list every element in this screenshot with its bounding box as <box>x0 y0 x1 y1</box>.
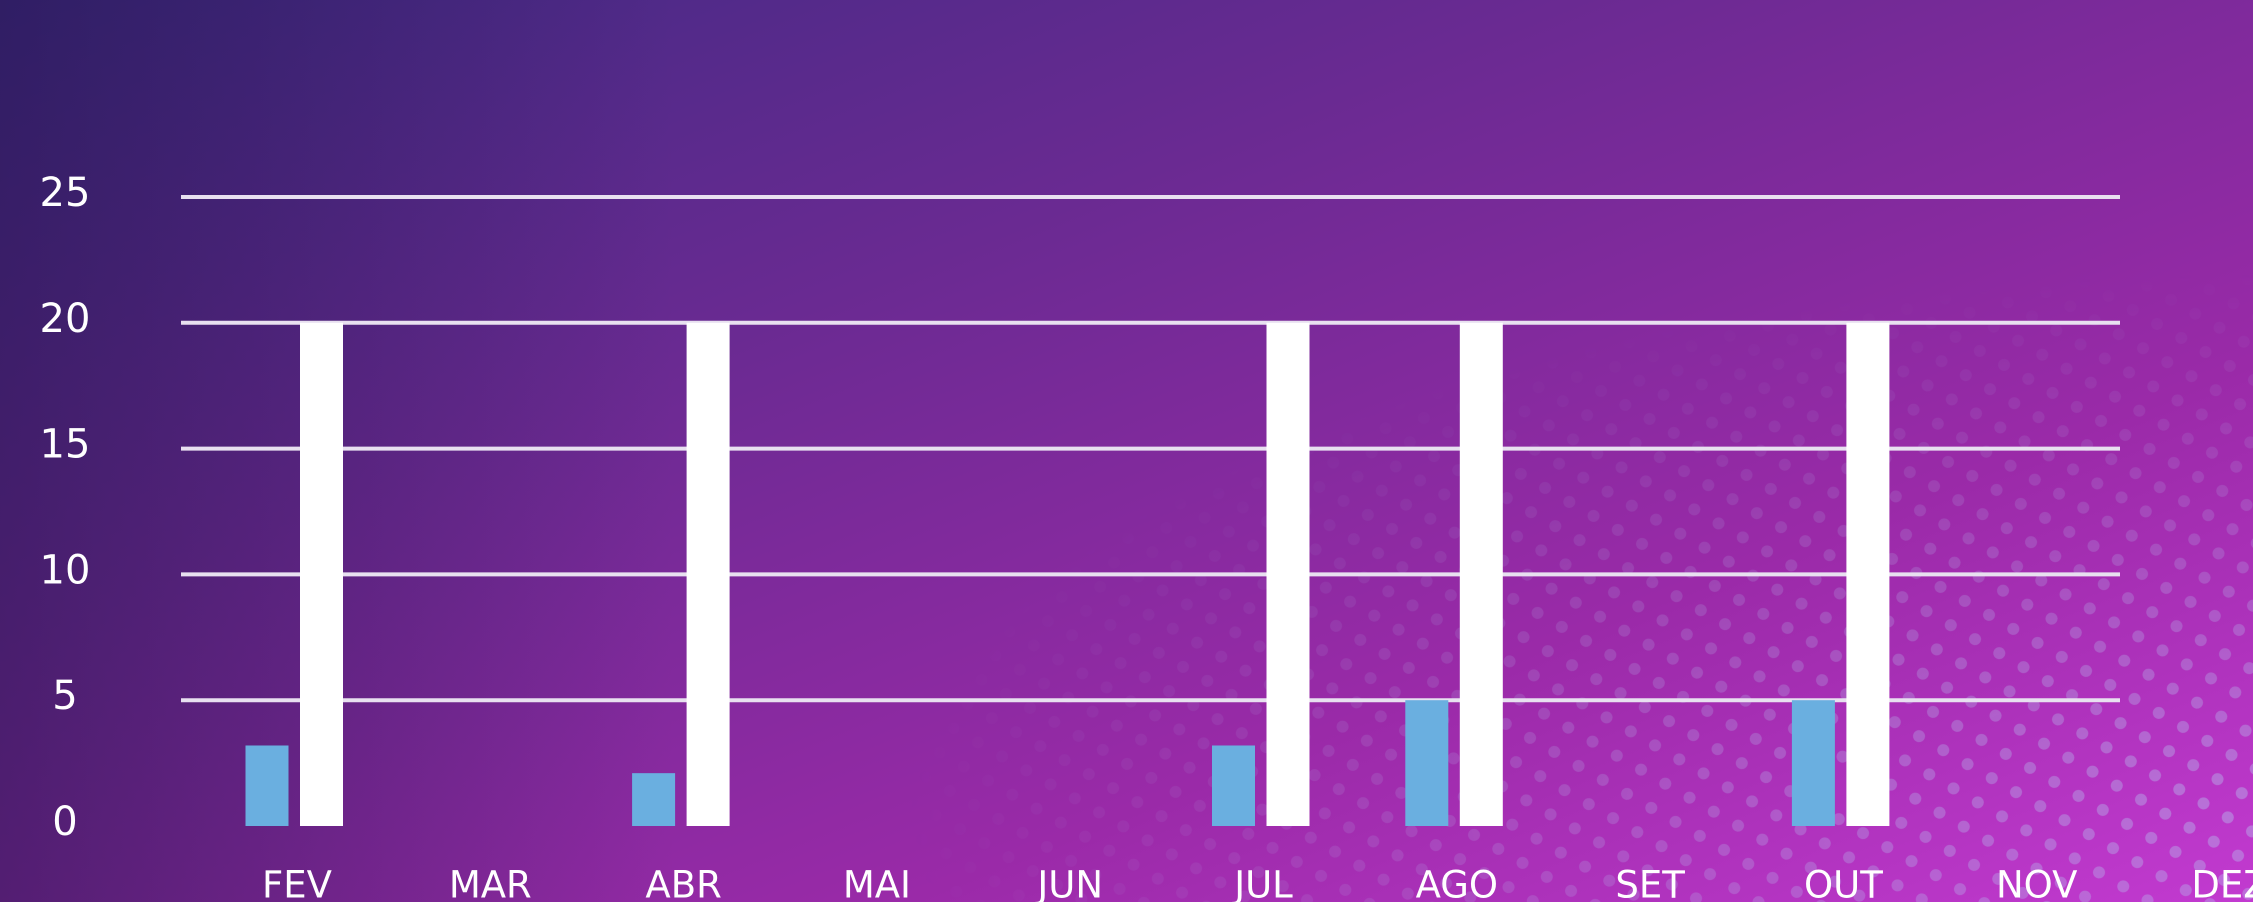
bar <box>300 322 343 826</box>
x-tick-label: AGO <box>1416 864 1498 902</box>
bar <box>632 773 676 826</box>
y-tick-label: 5 <box>52 673 77 719</box>
bar <box>245 745 289 826</box>
bar <box>1212 745 1255 826</box>
bar <box>1846 322 1890 826</box>
bar <box>686 322 730 826</box>
x-tick-label: MAR <box>449 864 532 902</box>
bar <box>1405 700 1449 826</box>
x-tick-label: FEV <box>262 864 332 902</box>
x-tick-label: NOV <box>1996 864 2077 902</box>
x-tick-label: JUL <box>1232 864 1293 902</box>
y-tick-label: 0 <box>52 799 77 845</box>
x-tick-label: MAI <box>843 864 911 902</box>
y-tick-label: 25 <box>40 170 91 216</box>
x-tick-label: SET <box>1615 864 1685 902</box>
bar <box>1459 322 1503 826</box>
y-tick-label: 15 <box>40 422 91 468</box>
x-tick-label: DEZ <box>2191 864 2253 902</box>
x-tick-label: ABR <box>645 864 721 902</box>
y-tick-label: 10 <box>40 547 91 593</box>
bar <box>1791 700 1835 826</box>
y-tick-label: 20 <box>40 296 91 342</box>
bar <box>1266 322 1310 826</box>
x-tick-label: OUT <box>1804 864 1883 902</box>
x-tick-label: JUN <box>1035 864 1103 902</box>
